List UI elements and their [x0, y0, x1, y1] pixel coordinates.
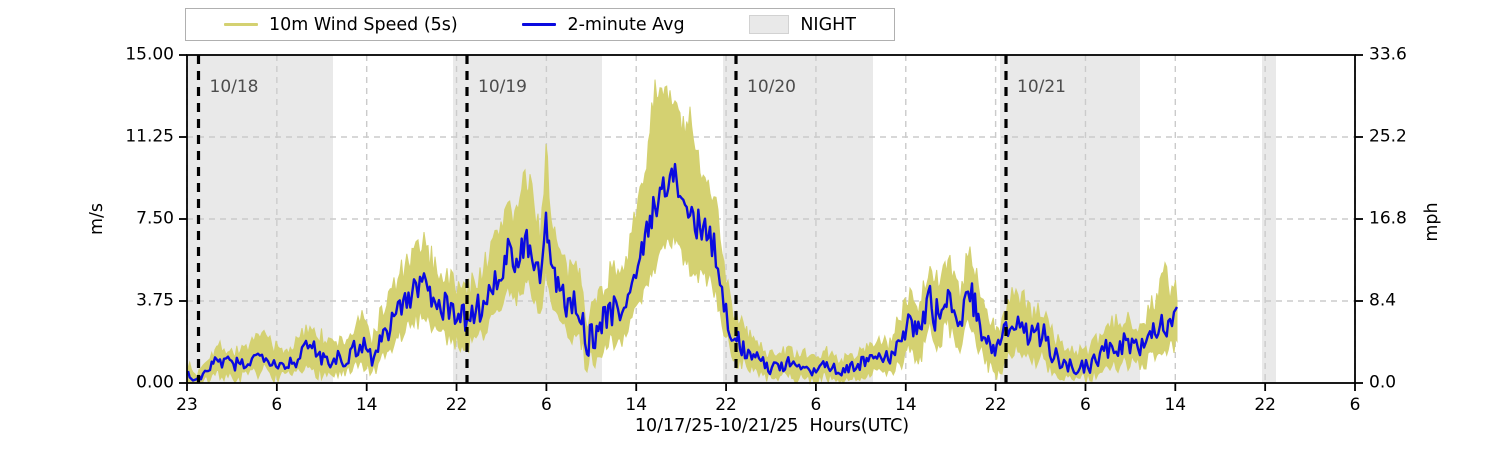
y-tick-label-left: 7.50 — [136, 208, 174, 229]
y-tick-label-right: 8.4 — [1369, 290, 1397, 311]
legend-item: 2-minute Avg — [522, 14, 685, 35]
x-tick-label: 14 — [625, 395, 648, 415]
legend-item-label: NIGHT — [800, 14, 856, 35]
avg-wind-speed-series — [186, 162, 1179, 382]
x-tick-label: 22 — [1254, 395, 1276, 415]
chart-legend: 10m Wind Speed (5s) 2-minute Avg NIGHT — [185, 8, 895, 41]
x-axis-title: 10/17/25-10/21/25 Hours(UTC) — [634, 416, 910, 436]
day-marker-label: 10/18 — [209, 77, 259, 97]
x-tick-label: 6 — [540, 395, 552, 415]
x-tick-label: 6 — [271, 395, 283, 415]
day-marker-label: 10/19 — [478, 77, 527, 97]
legend-item: 10m Wind Speed (5s) — [224, 15, 458, 35]
x-tick-label: 22 — [715, 395, 737, 415]
x-tick-label: 14 — [355, 395, 378, 415]
day-marker-label: 10/20 — [747, 77, 796, 97]
right-axis-title: mph — [1422, 202, 1442, 242]
x-tick-label: 22 — [984, 395, 1007, 415]
y-tick-label-right: 33.6 — [1369, 44, 1407, 65]
y-tick-label-left: 15.00 — [125, 44, 174, 65]
left-axis-title: m/s — [87, 202, 107, 236]
legend-item-label: 2-minute Avg — [567, 14, 685, 35]
x-tick-label: 23 — [176, 395, 198, 415]
raw-wind-line-swatch — [224, 22, 258, 27]
y-tick-label-left: 0.00 — [136, 372, 174, 393]
day-marker-label: 10/21 — [1017, 77, 1066, 97]
y-tick-label-left: 3.75 — [136, 290, 174, 311]
y-tick-label-left: 11.25 — [125, 126, 174, 147]
night-patch-swatch — [749, 15, 790, 34]
y-tick-label-right: 0.0 — [1369, 372, 1397, 393]
avg-wind-line-swatch — [522, 22, 557, 27]
x-tick-label: 6 — [1080, 395, 1091, 415]
x-tick-label: 14 — [894, 395, 917, 415]
x-tick-label: 22 — [445, 395, 468, 415]
y-tick-label-right: 25.2 — [1369, 126, 1407, 147]
x-tick-label: 6 — [1349, 395, 1361, 415]
legend-item-label: 10m Wind Speed (5s) — [269, 14, 458, 35]
legend-item: NIGHT — [749, 15, 856, 35]
x-tick-label: 14 — [1164, 395, 1187, 415]
y-tick-label-right: 16.8 — [1369, 208, 1407, 229]
x-tick-label: 6 — [810, 395, 822, 415]
